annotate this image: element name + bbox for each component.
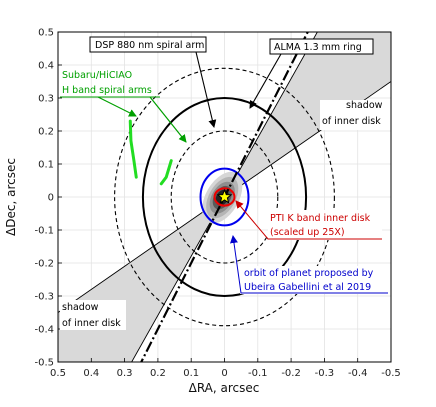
y-tick-label: -0.1 <box>34 226 54 237</box>
svg-text:of inner disk: of inner disk <box>322 116 381 127</box>
x-tick-label: -0.2 <box>281 368 301 379</box>
annotation-pti-leader <box>235 200 382 240</box>
ellipse-2 <box>114 67 335 327</box>
annotation-orbit-leader <box>230 235 388 294</box>
annotation-orbit-line2: Ubeira Gabellini et al 2019 <box>244 282 371 293</box>
y-tick-label: -0.5 <box>34 358 54 369</box>
x-tick-label: 0.2 <box>150 368 166 379</box>
x-tick-label: 0.3 <box>117 368 133 379</box>
x-axis-ticks: 0.5 0.4 0.3 0.2 0.1 0 -0.1 -0.2 -0.3 -0.4 -0.5 <box>50 358 401 379</box>
annotation-orbit-line1: orbit of planet proposed by <box>244 268 374 279</box>
y-axis-label: ΔDec, arcsec <box>4 158 18 236</box>
annotation-subaru-arrow-1 <box>97 96 137 117</box>
svg-text:shadow: shadow <box>346 100 383 111</box>
y-tick-label: 0.2 <box>38 127 54 138</box>
y-tick-label: 0.5 <box>38 28 54 39</box>
green-spiral-arms <box>128 119 173 186</box>
annotation-subaru: Subaru/HiCIAO H band spiral arms <box>60 70 187 143</box>
x-tick-label: -0.5 <box>381 368 401 379</box>
x-tick-label: -0.4 <box>348 368 368 379</box>
y-tick-label: 0 <box>48 193 54 204</box>
ellipse-4 <box>199 167 250 227</box>
annotation-alma: ALMA 1.3 mm ring <box>249 38 374 109</box>
annotation-subaru-line1: Subaru/HiCIAO <box>62 70 132 81</box>
x-tick-label: -0.3 <box>315 368 335 379</box>
x-tick-label: 0.5 <box>50 368 66 379</box>
y-tick-label: 0.3 <box>38 94 54 105</box>
svg-text:(scaled up 25X): (scaled up 25X) <box>270 227 345 238</box>
y-tick-label: -0.2 <box>34 259 54 270</box>
shadow-label-top-line1: shadow <box>346 100 383 111</box>
green-spiral-arm-2 <box>159 159 173 186</box>
annotation-dsp: DSP 880 nm spiral arm <box>89 36 217 128</box>
annotation-pti: PTI K band inner disk (scaled up 25X) <box>235 200 382 240</box>
y-axis-ticks: 0.5 0.4 0.3 0.2 0.1 0 -0.1 -0.2 -0.3 -0.4 -0.5 <box>34 28 62 369</box>
y-tick-label: -0.3 <box>34 292 54 303</box>
annotation-subaru-arrow-2 <box>149 96 187 143</box>
svg-text:Ubeira Gabellini et al 2019: Ubeira Gabellini et al 2019 <box>244 282 371 293</box>
ellipse-3 <box>170 130 279 264</box>
y-tick-label: 0.4 <box>38 61 54 72</box>
svg-text:of inner disk: of inner disk <box>62 318 121 329</box>
svg-text:H band spiral arms: H band spiral arms <box>62 85 152 96</box>
y-tick-label: 0.1 <box>38 160 54 171</box>
ellipse-5 <box>213 187 236 207</box>
svg-text:PTI K band inner disk: PTI K band inner disk <box>270 213 371 224</box>
x-axis-label: ΔRA, arcsec <box>189 381 260 395</box>
annotation-dsp-text: DSP 880 nm spiral arm <box>95 40 204 51</box>
annotation-orbit: orbit of planet proposed by Ubeira Gabel… <box>230 235 390 294</box>
annotation-pti-line2: (scaled up 25X) <box>270 227 345 238</box>
annotation-dsp-arrow <box>195 51 217 128</box>
shadow-label-bottom: shadow of inner disk <box>60 300 126 330</box>
shadow-label-top-line2: of inner disk <box>322 116 381 127</box>
annotation-subaru-line2: H band spiral arms <box>62 85 152 96</box>
central-star-marker <box>216 188 233 204</box>
shadow-label-bottom-line1: shadow <box>62 302 99 313</box>
annotation-alma-arrow <box>249 53 282 109</box>
svg-text:shadow: shadow <box>62 302 99 313</box>
green-spiral-arm-1 <box>128 119 138 179</box>
x-tick-label: 0.4 <box>83 368 99 379</box>
x-tick-label: -0.1 <box>248 368 268 379</box>
y-tick-label: -0.4 <box>34 325 54 336</box>
shadow-wedge-2 <box>58 196 225 362</box>
ellipse-1 <box>141 97 308 297</box>
ellipses <box>114 67 335 327</box>
svg-text:Subaru/HiCIAO: Subaru/HiCIAO <box>62 70 132 81</box>
annotation-alma-text: ALMA 1.3 mm ring <box>274 42 362 53</box>
svg-text:orbit of planet proposed by: orbit of planet proposed by <box>244 268 374 279</box>
annotation-pti-line1: PTI K band inner disk <box>270 213 371 224</box>
shadow-label-bottom-line2: of inner disk <box>62 318 121 329</box>
shadow-label-top: shadow of inner disk <box>320 100 383 130</box>
x-tick-label: 0 <box>221 368 227 379</box>
x-tick-label: 0.1 <box>183 368 199 379</box>
